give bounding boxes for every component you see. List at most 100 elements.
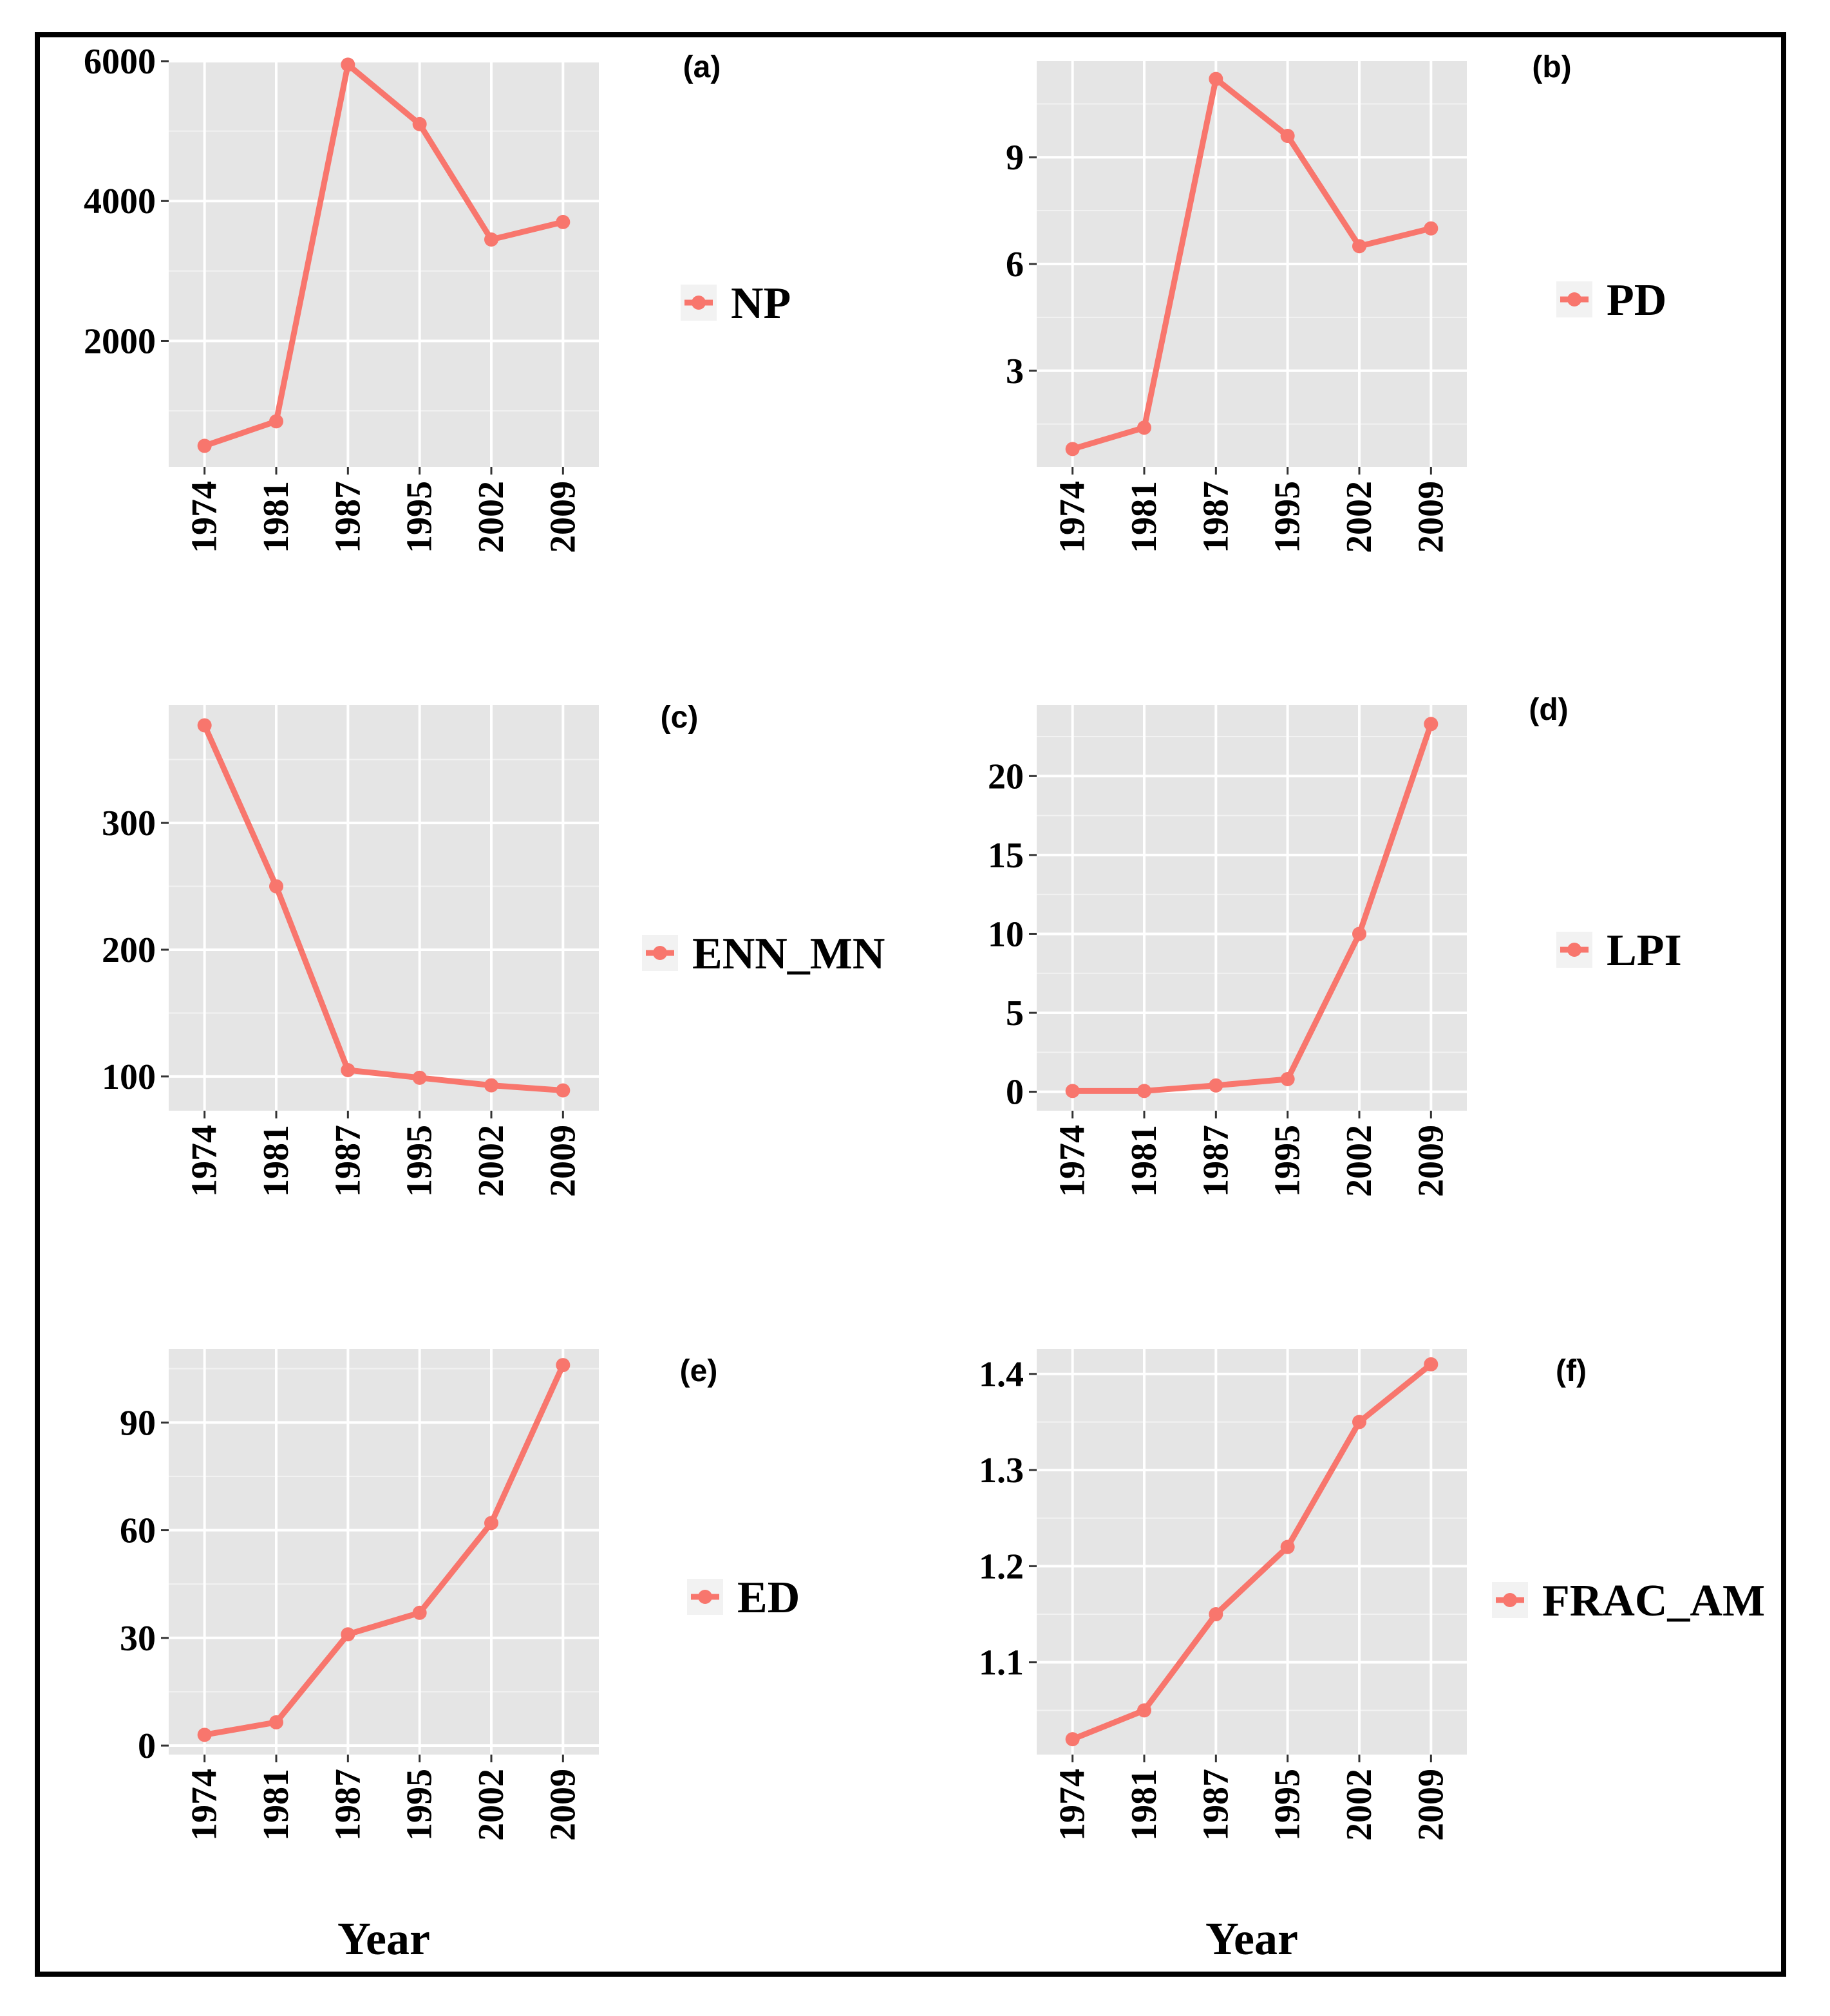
- y-tick-label: 3: [1006, 352, 1024, 391]
- series-line: [1071, 1362, 1433, 1742]
- x-tick-label: 1995: [1268, 1125, 1308, 1197]
- x-tick-label: 1974: [185, 481, 225, 553]
- legend-key-point: [692, 296, 706, 310]
- data-point: [1137, 420, 1151, 435]
- x-tick-label: 1995: [1268, 1769, 1308, 1841]
- legend-label: LPI: [1607, 926, 1682, 975]
- data-point: [341, 57, 355, 72]
- y-tick-label: 10: [988, 914, 1024, 954]
- data-point: [1209, 1078, 1223, 1093]
- series-line: [1071, 76, 1432, 452]
- x-tick-label: 1987: [328, 481, 368, 553]
- y-tick-label: 1.4: [979, 1355, 1024, 1395]
- legend-key-point: [1503, 1593, 1517, 1607]
- series-line: [203, 1364, 566, 1738]
- data-point: [341, 1063, 355, 1077]
- data-point: [197, 1728, 212, 1742]
- legend-label: ENN_MN: [692, 929, 885, 979]
- chart-panel: 1.1 1.2 1.3 1.4 1974 1981 1987 1995 2002 2009 (f) F…: [979, 1349, 1765, 1964]
- x-tick-label: 2002: [1339, 1125, 1379, 1197]
- data-point: [1280, 1540, 1295, 1554]
- x-axis-title: Year: [1205, 1913, 1298, 1964]
- x-tick-label: 2009: [543, 1769, 583, 1841]
- panel-label: (f): [1556, 1354, 1587, 1388]
- x-tick-label: 1995: [400, 1769, 440, 1841]
- x-tick-label: 2009: [1411, 1125, 1451, 1197]
- data-point: [412, 117, 427, 131]
- y-tick-label: 90: [120, 1403, 156, 1443]
- chart-panel: 100 200 300 1974 1981 1987 1995 2002 2009 (c) ENN_…: [102, 701, 885, 1197]
- x-tick-label: 1981: [256, 1769, 296, 1841]
- y-tick-label: 300: [102, 804, 156, 843]
- x-tick-label: 1974: [1053, 1125, 1093, 1197]
- data-point: [556, 1083, 571, 1098]
- x-tick-label: 2009: [1411, 1769, 1451, 1841]
- data-point: [1280, 1071, 1295, 1086]
- y-tick-label: 9: [1006, 138, 1024, 178]
- x-tick-label: 2009: [543, 481, 583, 553]
- x-tick-label: 1995: [400, 1125, 440, 1197]
- plot-background: [169, 705, 599, 1111]
- data-point: [484, 1516, 498, 1531]
- x-tick-label: 1987: [1196, 481, 1236, 553]
- data-point: [412, 1605, 427, 1620]
- x-tick-label: 1987: [1196, 1769, 1236, 1841]
- chart-panel: 0 30 60 90 1974 1981 1987 1995 2002 2009 (e) ED Year: [120, 1349, 800, 1964]
- x-tick-label: 1974: [185, 1769, 225, 1841]
- data-point: [484, 1078, 498, 1093]
- x-tick-label: 1974: [1053, 481, 1093, 553]
- x-tick-label: 1987: [328, 1769, 368, 1841]
- data-point: [197, 438, 212, 453]
- legend-key-point: [1567, 292, 1581, 306]
- plot-background: [169, 61, 599, 467]
- y-tick-label: 15: [988, 836, 1024, 876]
- data-point: [341, 1627, 355, 1642]
- chart-panel: 2000 4000 6000 1974 1981 1987 1995 2002 2009 (a) N…: [84, 42, 791, 553]
- plot-background: [169, 1349, 599, 1755]
- data-point: [1137, 1703, 1151, 1718]
- panel-label: (b): [1532, 50, 1571, 84]
- x-tick-label: 2002: [1339, 1769, 1379, 1841]
- legend-label: NP: [731, 279, 791, 328]
- legend-key-point: [1567, 943, 1581, 957]
- data-point: [1209, 1607, 1223, 1622]
- chart-panel: 3 6 9 1974 1981 1987 1995 2002 2009 (b) PD: [1006, 50, 1666, 553]
- data-point: [269, 879, 283, 894]
- chart-panel: 0 5 10 15 20 1974 1981 1987 1995 2002 2009 (d) LPI: [988, 693, 1682, 1197]
- plot-background: [1037, 705, 1467, 1111]
- legend-label: FRAC_AM: [1542, 1576, 1765, 1626]
- y-tick-label: 1.3: [979, 1451, 1024, 1491]
- y-tick-label: 1.1: [979, 1643, 1024, 1683]
- data-point: [1065, 1084, 1080, 1098]
- data-point: [1352, 1415, 1366, 1429]
- data-point: [412, 1070, 427, 1085]
- legend-key-point: [698, 1590, 712, 1604]
- x-tick-label: 1974: [1053, 1769, 1093, 1841]
- data-point: [1065, 1732, 1080, 1747]
- data-point: [484, 232, 498, 247]
- x-tick-label: 2002: [471, 481, 511, 553]
- x-tick-label: 1974: [185, 1125, 225, 1197]
- data-point: [1424, 221, 1439, 236]
- data-point: [197, 718, 212, 733]
- panel-label: (c): [661, 701, 699, 735]
- x-tick-label: 1987: [1196, 1125, 1236, 1197]
- series-line: [1072, 722, 1434, 1094]
- series-line: [203, 61, 564, 449]
- legend-key-point: [653, 946, 667, 960]
- data-point: [1209, 71, 1223, 86]
- y-tick-label: 100: [102, 1057, 156, 1097]
- panel-label: (e): [680, 1354, 718, 1388]
- y-tick-label: 6: [1006, 245, 1024, 285]
- data-point: [1424, 1357, 1439, 1371]
- legend-label: PD: [1607, 276, 1666, 325]
- data-point: [1352, 927, 1366, 941]
- y-tick-label: 30: [120, 1619, 156, 1659]
- x-tick-label: 1981: [256, 1125, 296, 1197]
- panel-label: (d): [1529, 693, 1568, 727]
- x-tick-label: 1995: [400, 481, 440, 553]
- x-tick-label: 2002: [471, 1125, 511, 1197]
- plot-background: [1037, 1349, 1467, 1755]
- y-tick-label: 60: [120, 1511, 156, 1551]
